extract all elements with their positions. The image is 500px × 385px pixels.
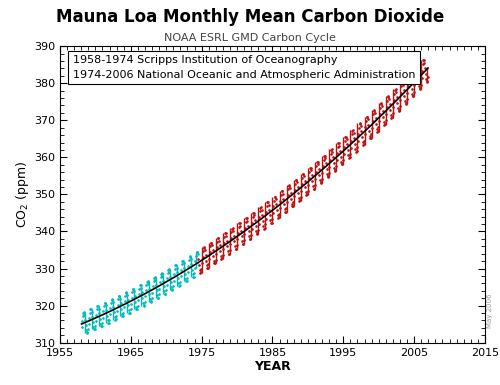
Y-axis label: CO$_2$ (ppm): CO$_2$ (ppm) <box>14 161 31 228</box>
Text: Mauna Loa Monthly Mean Carbon Dioxide: Mauna Loa Monthly Mean Carbon Dioxide <box>56 8 444 26</box>
Text: NOAA ESRL GMD Carbon Cycle: NOAA ESRL GMD Carbon Cycle <box>164 33 336 43</box>
X-axis label: YEAR: YEAR <box>254 360 291 373</box>
Text: 1958-1974 Scripps Institution of Oceanography
1974-2006 National Oceanic and Atm: 1958-1974 Scripps Institution of Oceanog… <box>73 55 415 80</box>
Text: May 2006: May 2006 <box>487 293 493 328</box>
